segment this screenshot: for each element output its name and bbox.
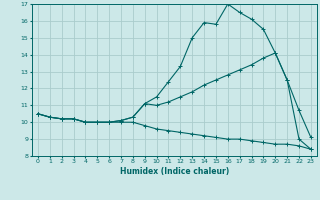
X-axis label: Humidex (Indice chaleur): Humidex (Indice chaleur): [120, 167, 229, 176]
